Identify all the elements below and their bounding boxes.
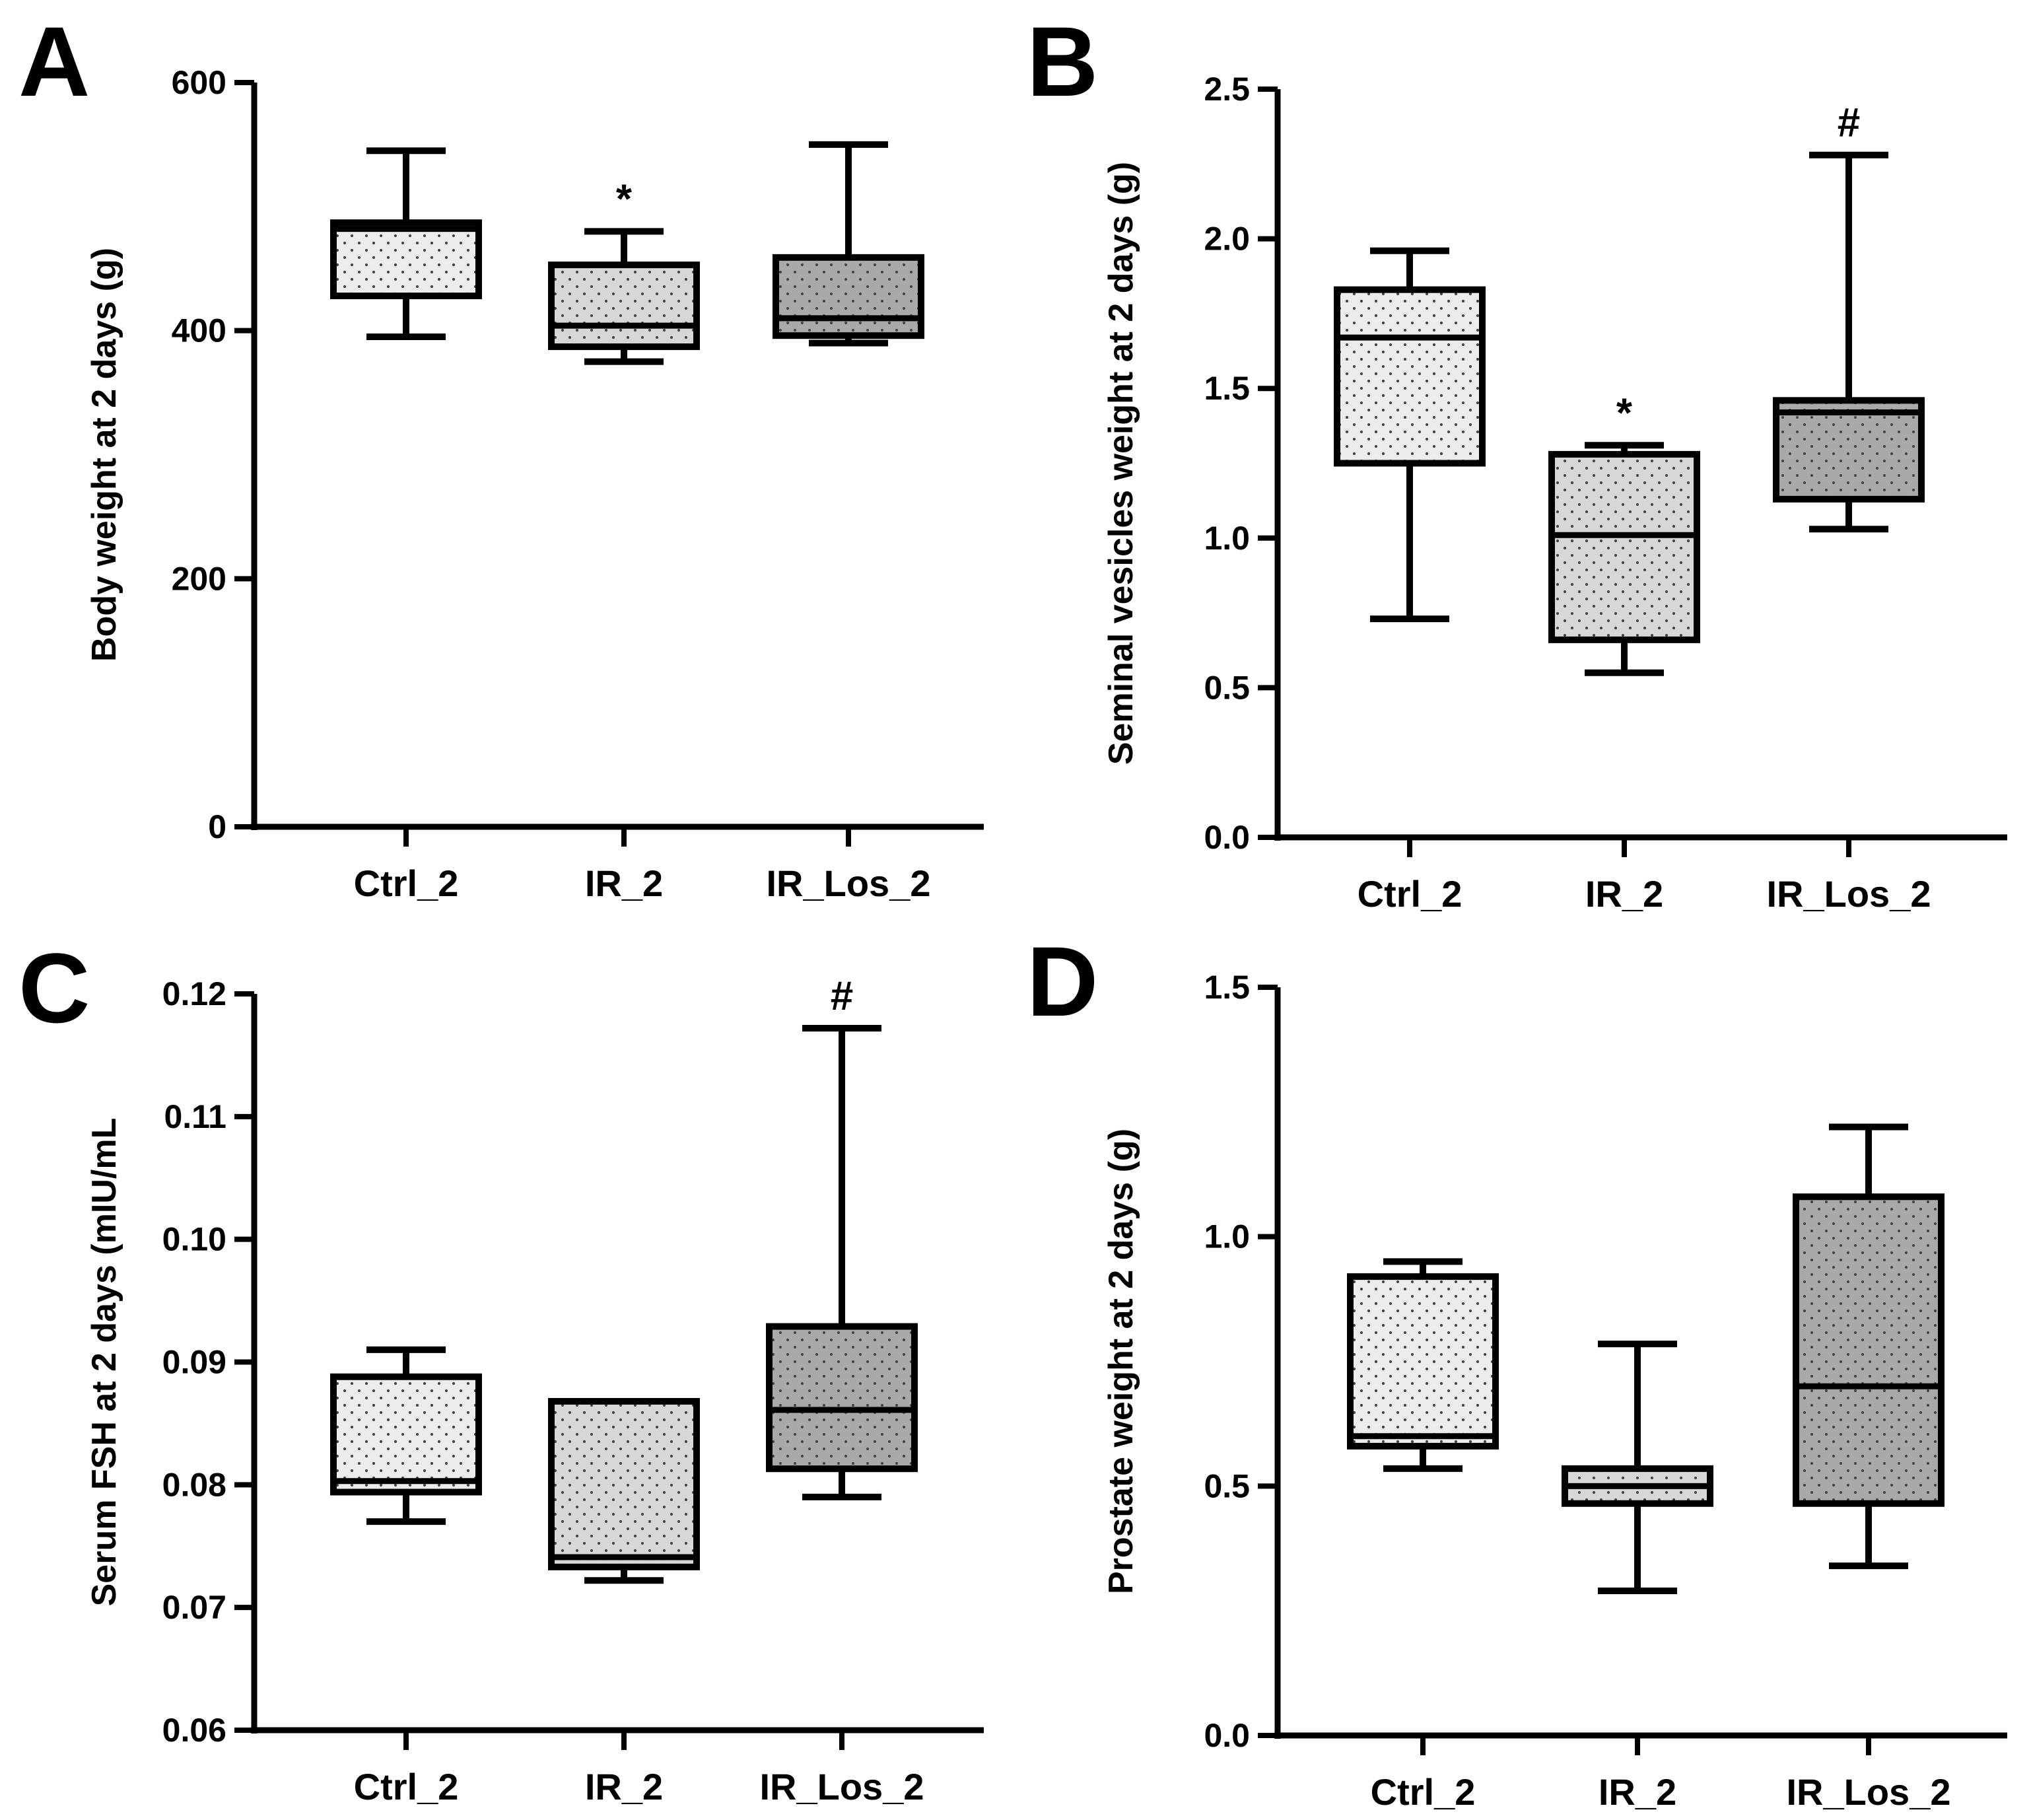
box-ctrl-2 [330,1346,482,1525]
box-ir-los-2 [773,141,924,347]
box-iqr [330,219,482,300]
box-iqr [1334,286,1486,467]
panel-b: B 0.0 0.5 1.0 1.5 2.0 2.5 Seminal vesicles weig… [1027,6,2007,915]
x-tick-label: IR_Los_2 [760,1766,924,1807]
panel-letter: D [1027,926,1098,1037]
y-tick-label: 0.5 [1204,669,1250,706]
y-tick-label: 2.0 [1204,221,1250,258]
y-tick-label: 1.0 [1204,1218,1250,1255]
y-tick-label: 0.11 [164,1098,226,1135]
box-iqr [330,1373,482,1496]
y-tick-label: 0.0 [1204,1717,1250,1754]
box-iqr [766,1323,918,1473]
box-ir-los-2: # [1773,100,1925,533]
y-tick-label: 600 [172,64,226,101]
y-tick-label: 1.5 [1204,969,1250,1006]
box-iqr [773,254,924,339]
panels-group: A 0 200 400 600 Body weight at 2 days (g) Ctrl… [18,6,2007,1813]
y-tick-label: 200 [172,560,226,597]
significance-marker: # [831,973,853,1019]
significance-marker: # [1838,100,1860,146]
y-tick-label: 2.5 [1204,71,1250,108]
box-ir-2: * [1548,390,1700,676]
box-iqr [1548,450,1700,643]
panel-letter: B [1027,6,1098,117]
x-tick-label: IR_2 [585,1766,663,1807]
y-axis-title: Body weight at 2 days (g) [85,248,123,662]
y-tick-label: 0.08 [162,1466,226,1503]
y-axis-title: Seminal vesicles weight at 2 days (g) [1102,162,1140,765]
box-iqr [1793,1193,1945,1507]
significance-marker: * [616,176,633,222]
y-tick-label: 1.0 [1204,520,1250,557]
x-tick-label: Ctrl_2 [1358,873,1463,915]
y-tick-label: 0.12 [162,975,226,1012]
y-tick-label: 0.5 [1204,1467,1250,1504]
box-ir-2: * [548,176,700,365]
y-axis-title: Serum FSH at 2 days (mIU/mL [85,1118,123,1607]
box-ctrl-2 [1347,1258,1499,1472]
box-iqr [548,1397,700,1570]
panel-letter: A [18,6,90,117]
y-tick-label: 0.10 [162,1221,226,1258]
panel-d: D 0.0 0.5 1.0 1.5 Prostate weight at 2 days (… [1027,926,2007,1813]
y-tick-label: 0 [208,808,226,845]
box-ctrl-2 [330,147,482,341]
box-iqr [1347,1273,1499,1450]
x-tick-label: Ctrl_2 [1371,1771,1476,1813]
x-tick-label: IR_Los_2 [1787,1771,1951,1813]
y-tick-label: 0.0 [1204,819,1250,856]
panel-letter: C [18,932,90,1043]
x-tick-label: IR_Los_2 [767,862,931,904]
panel-a: A 0 200 400 600 Body weight at 2 days (g) Ctrl… [18,6,984,904]
box-ir-2 [1562,1341,1713,1594]
x-tick-label: IR_2 [585,862,663,904]
x-tick-label: IR_2 [1585,873,1663,915]
y-tick-label: 0.09 [162,1344,226,1381]
box-ir-los-2 [1793,1123,1945,1570]
y-tick-label: 0.06 [162,1712,226,1749]
box-ir-2 [548,1397,700,1584]
significance-marker: * [1616,390,1633,436]
y-tick-label: 1.5 [1204,370,1250,407]
box-ctrl-2 [1334,247,1486,623]
box-iqr [548,262,700,351]
x-tick-label: IR_2 [1599,1771,1676,1813]
x-tick-label: Ctrl_2 [354,1766,459,1807]
x-tick-label: Ctrl_2 [354,862,459,904]
box-iqr [1773,397,1925,503]
panel-c: C 0.06 0.07 0.08 0.09 0.10 0.11 0.12 Serum FSH a… [18,932,984,1807]
x-tick-label: IR_Los_2 [1767,873,1931,915]
y-axis-title: Prostate weight at 2 days (g) [1102,1129,1140,1594]
box-ir-los-2: # [766,973,918,1500]
y-tick-label: 0.07 [162,1589,226,1626]
y-tick-label: 400 [172,312,226,349]
